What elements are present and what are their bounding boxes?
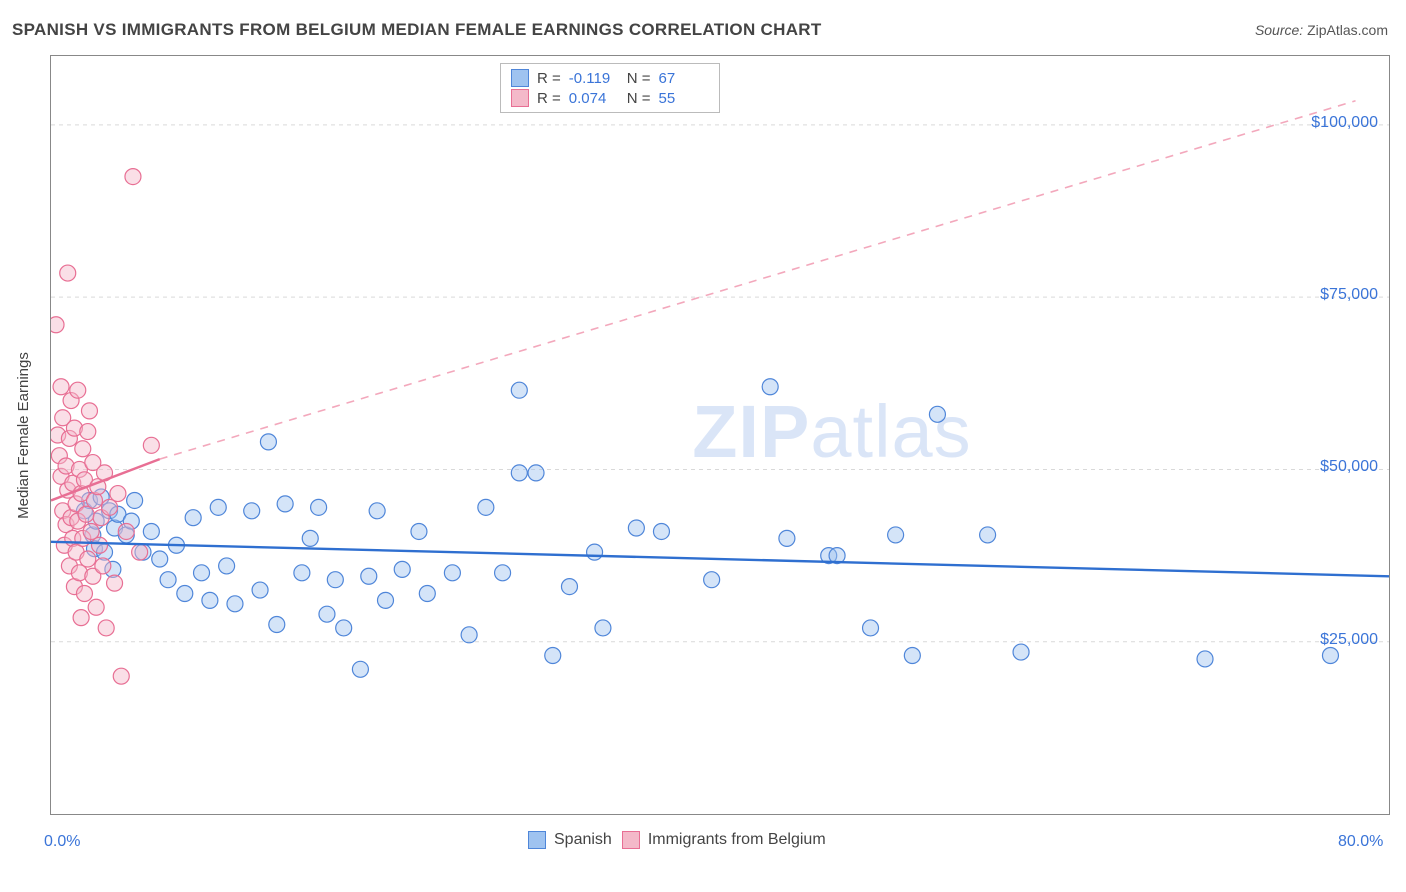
series-name: Immigrants from Belgium (648, 831, 826, 849)
plot-area (50, 55, 1390, 815)
source-attribution: Source: ZipAtlas.com (1255, 22, 1388, 38)
legend-r-value: 0.074 (569, 90, 619, 107)
legend-swatch (622, 831, 640, 849)
legend-row: R = 0.074 N = 55 (511, 88, 709, 108)
scatter-plot-svg (51, 56, 1389, 814)
y-tick-label: $25,000 (1320, 631, 1378, 649)
legend-swatch (511, 69, 529, 87)
source-value: ZipAtlas.com (1307, 22, 1388, 38)
legend-swatch (511, 89, 529, 107)
x-tick-label: 80.0% (1338, 833, 1383, 851)
series-name: Spanish (554, 831, 612, 849)
legend-row: R = -0.119 N = 67 (511, 68, 709, 88)
legend-n-value: 55 (659, 90, 709, 107)
y-axis-label-container: Median Female Earnings (8, 55, 38, 815)
series-legend-item: Immigrants from Belgium (622, 831, 826, 849)
y-tick-label: $50,000 (1320, 458, 1378, 476)
legend-n-label: N = (627, 70, 651, 87)
legend-r-label: R = (537, 70, 561, 87)
y-tick-label: $100,000 (1311, 114, 1378, 132)
legend-n-label: N = (627, 90, 651, 107)
series-legend: Spanish Immigrants from Belgium (528, 831, 826, 849)
source-label: Source: (1255, 22, 1303, 38)
y-axis-label: Median Female Earnings (15, 352, 32, 519)
y-tick-label: $75,000 (1320, 286, 1378, 304)
chart-title: SPANISH VS IMMIGRANTS FROM BELGIUM MEDIA… (12, 20, 822, 40)
correlation-legend: R = -0.119 N = 67 R = 0.074 N = 55 (500, 63, 720, 113)
chart-container: SPANISH VS IMMIGRANTS FROM BELGIUM MEDIA… (0, 0, 1406, 892)
legend-r-label: R = (537, 90, 561, 107)
series-legend-item: Spanish (528, 831, 612, 849)
legend-swatch (528, 831, 546, 849)
legend-n-value: 67 (659, 70, 709, 87)
legend-r-value: -0.119 (569, 70, 619, 87)
x-tick-label: 0.0% (44, 833, 80, 851)
